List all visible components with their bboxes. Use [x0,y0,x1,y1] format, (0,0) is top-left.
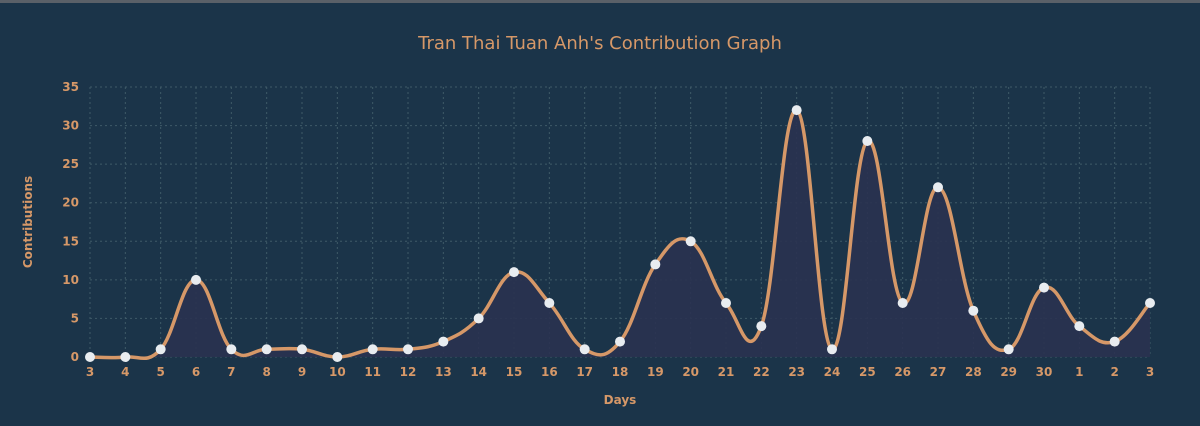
data-point[interactable] [1109,336,1120,347]
x-tick-label: 8 [262,365,270,379]
data-point[interactable] [1074,321,1085,332]
x-axis-ticks: 3 4 5 6 7 8 9 10 11 12 13 14 15 16 17 18 19 20 21 22 23 24 25 2… [86,365,1154,379]
data-point[interactable] [473,313,484,324]
x-tick-label: 20 [682,365,699,379]
y-axis-ticks: 0 5 10 15 20 25 30 35 [62,80,79,364]
x-tick-label: 29 [1000,365,1017,379]
data-point[interactable] [650,259,661,270]
x-tick-label: 1 [1075,365,1083,379]
x-tick-label: 21 [718,365,735,379]
x-tick-label: 22 [753,365,770,379]
data-point[interactable] [862,136,873,146]
y-tick-label: 35 [62,80,79,94]
data-point[interactable] [1003,344,1014,355]
x-tick-label: 16 [541,365,558,379]
data-point[interactable] [897,298,908,308]
x-axis-label: Days [604,393,637,407]
x-tick-label: 7 [227,365,235,379]
x-tick-label: 10 [329,365,346,379]
data-point[interactable] [579,344,590,355]
data-point[interactable] [261,344,272,355]
x-tick-label: 28 [965,365,982,379]
data-point[interactable] [544,298,555,308]
y-tick-label: 20 [62,196,79,210]
x-tick-label: 2 [1110,365,1118,379]
data-point[interactable] [403,344,413,355]
data-point[interactable] [332,352,343,362]
y-tick-label: 15 [62,234,79,248]
data-point[interactable] [827,344,837,355]
x-tick-label: 9 [298,365,306,379]
contribution-chart: Tran Thai Tuan Anh's Contribution Graph … [21,33,1155,407]
x-tick-label: 3 [86,365,94,379]
y-axis-label: Contributions [21,176,35,268]
data-point[interactable] [438,336,449,347]
y-tick-label: 30 [62,119,79,133]
data-point[interactable] [297,344,307,355]
data-point[interactable] [721,298,731,308]
y-tick-label: 25 [62,157,79,171]
points-layer [85,105,1155,362]
x-tick-label: 25 [859,365,876,379]
y-tick-label: 10 [62,273,79,287]
chart-title: Tran Thai Tuan Anh's Contribution Graph [417,33,782,54]
data-point[interactable] [756,321,767,332]
x-tick-label: 14 [470,365,487,379]
x-tick-label: 6 [192,365,200,379]
data-point[interactable] [85,352,95,362]
data-point[interactable] [367,344,378,355]
x-tick-label: 12 [400,365,417,379]
y-tick-label: 5 [71,311,79,325]
x-tick-label: 30 [1036,365,1053,379]
x-tick-label: 19 [647,365,664,379]
x-tick-label: 17 [576,365,593,379]
data-point[interactable] [191,274,201,285]
data-point[interactable] [1145,298,1155,308]
x-tick-label: 15 [506,365,523,379]
x-tick-label: 3 [1146,365,1154,379]
data-point[interactable] [1039,282,1049,293]
data-point[interactable] [120,352,131,362]
data-point[interactable] [615,336,625,347]
x-tick-label: 4 [121,365,129,379]
x-tick-label: 18 [612,365,629,379]
x-tick-label: 5 [156,365,164,379]
y-tick-label: 0 [71,350,79,364]
grid [89,86,1151,358]
x-tick-label: 24 [824,365,841,379]
data-point[interactable] [685,236,696,247]
data-point[interactable] [226,344,237,355]
data-point[interactable] [509,267,519,278]
data-point[interactable] [933,182,943,193]
x-tick-label: 13 [435,365,452,379]
data-point[interactable] [791,105,802,116]
x-tick-label: 27 [930,365,947,379]
data-point[interactable] [155,344,166,355]
x-tick-label: 26 [894,365,911,379]
data-point[interactable] [968,305,979,316]
x-tick-label: 11 [364,365,381,379]
x-tick-label: 23 [788,365,805,379]
series-area-fill [90,110,1150,359]
